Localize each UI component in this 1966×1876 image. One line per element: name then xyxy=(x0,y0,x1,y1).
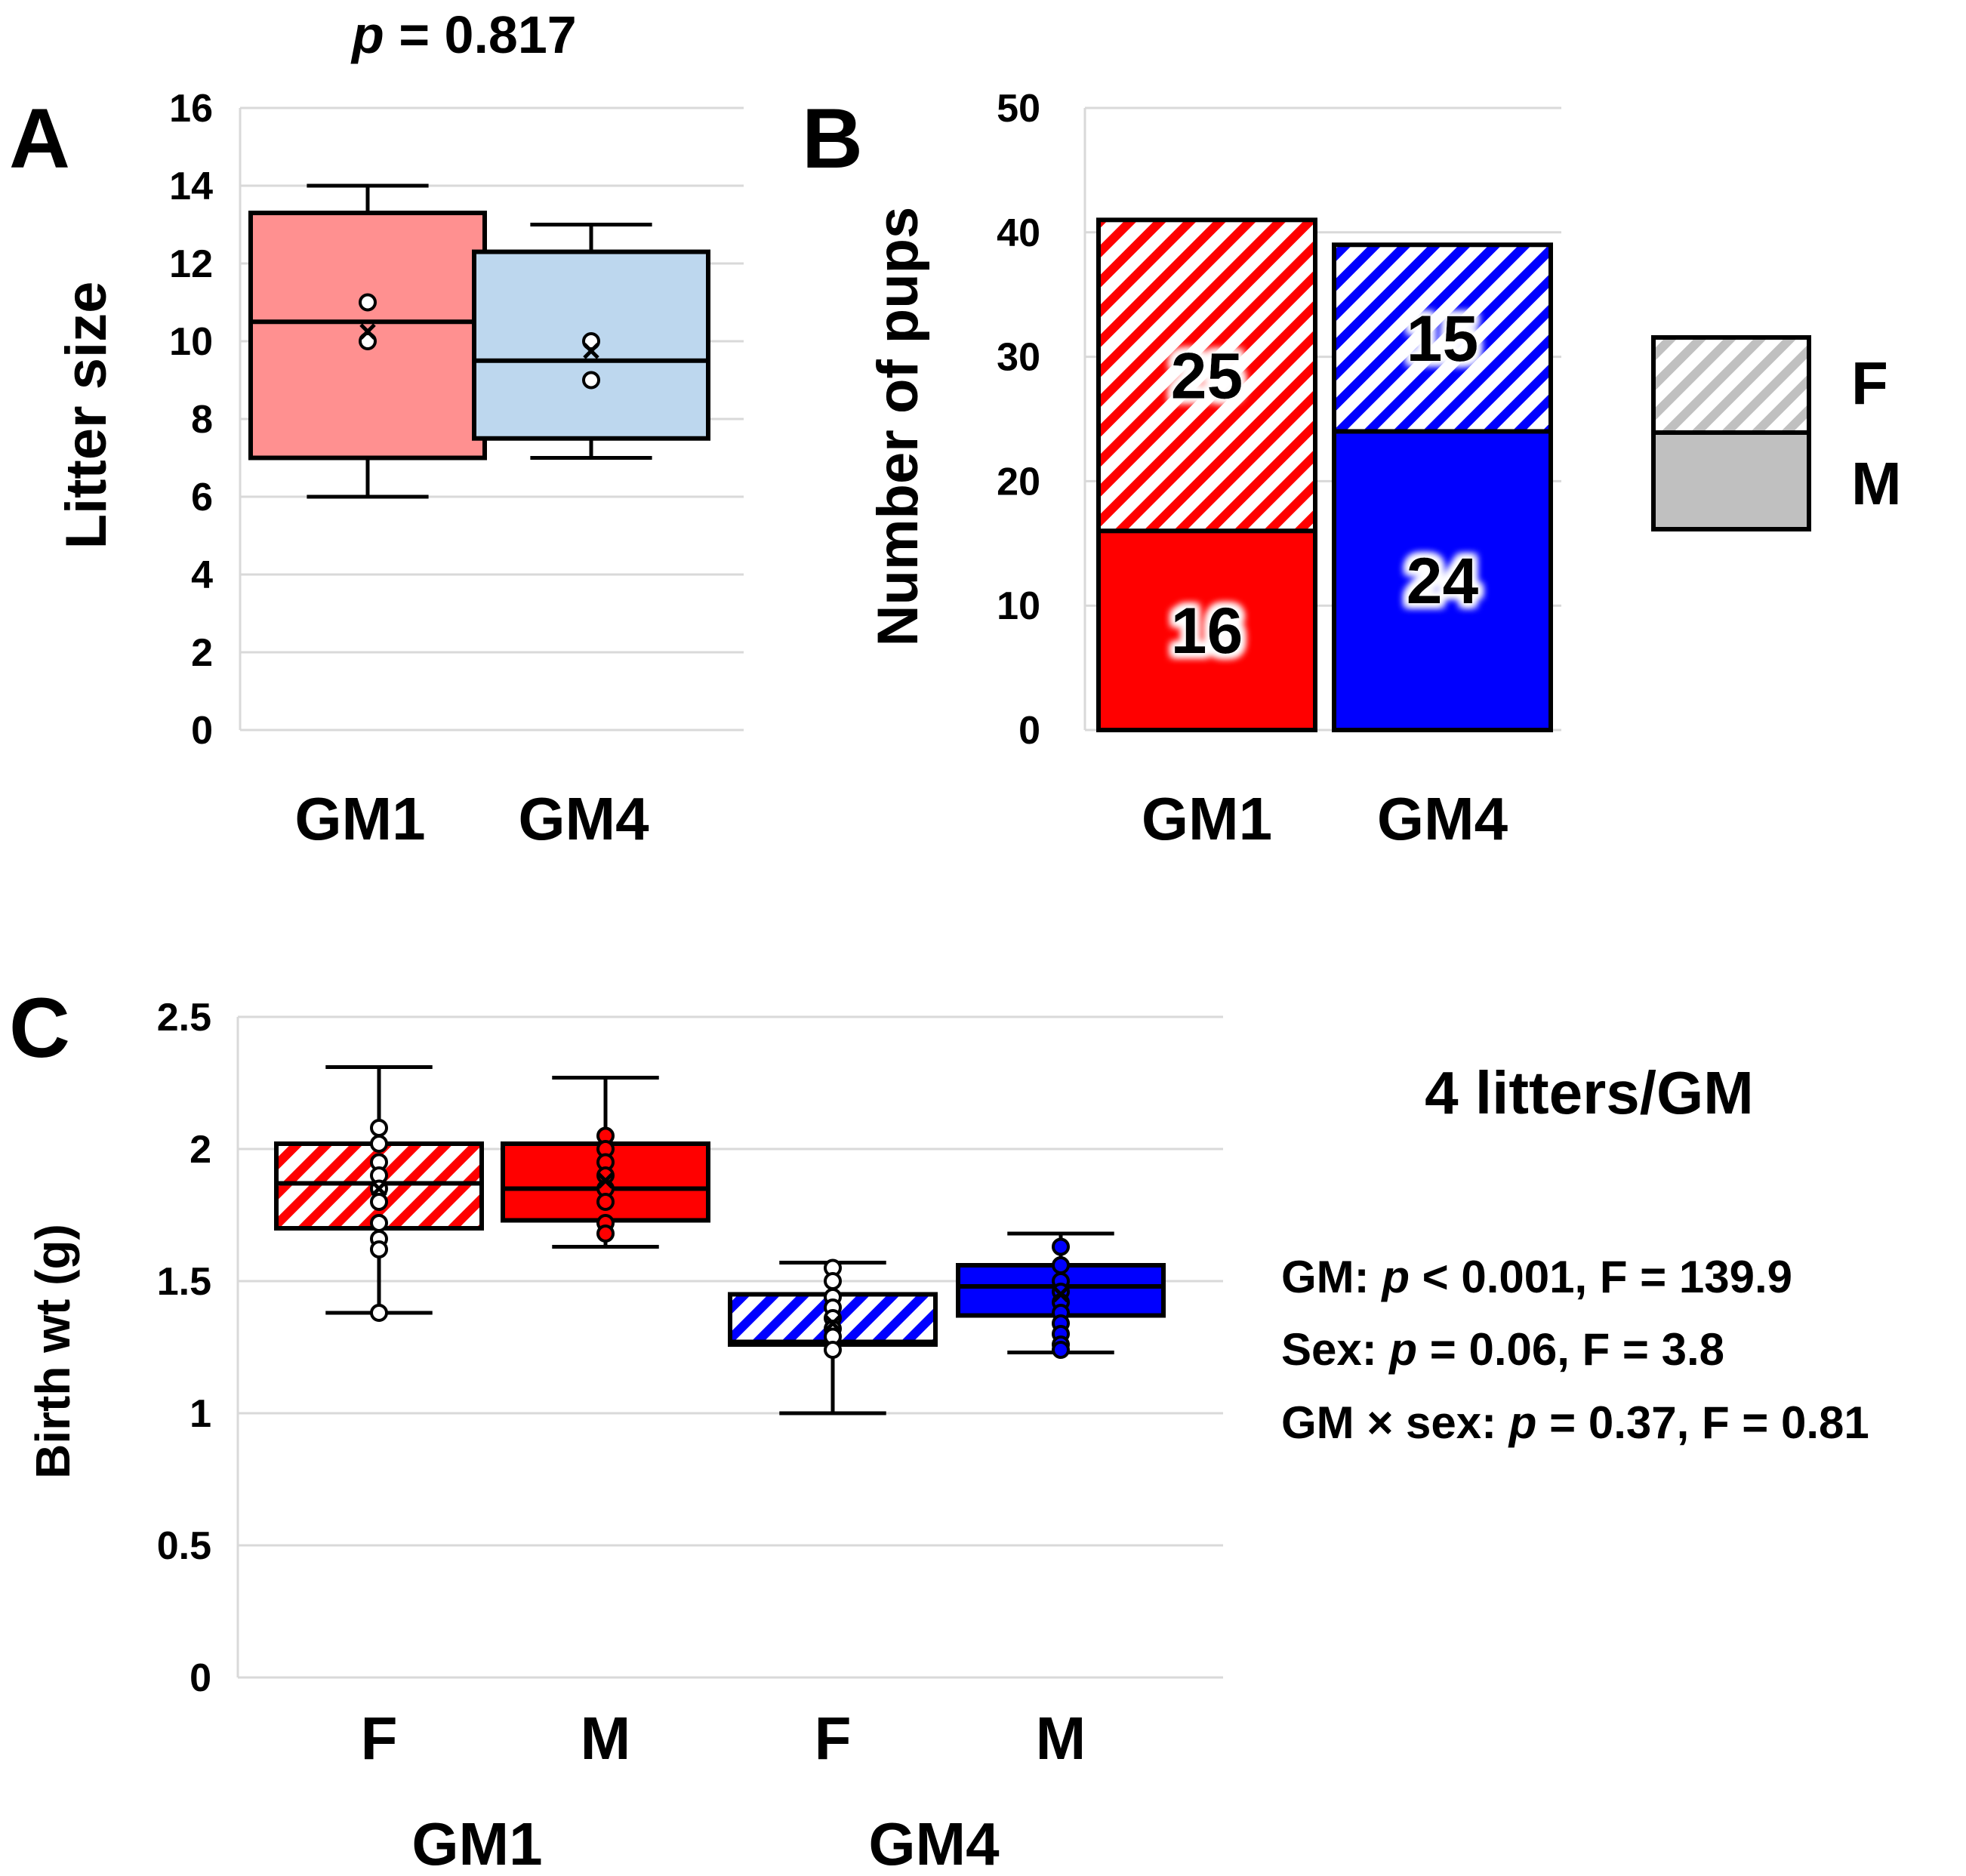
panel-a-y-tick-label: 8 xyxy=(191,398,213,442)
panel-b-y-tick-label: 50 xyxy=(997,87,1040,131)
panel-c-gm4-f-data-point xyxy=(824,1341,842,1359)
panel-c-note: 4 litters/GM xyxy=(1425,1059,1754,1126)
panel-c-birth-weight: C Birth wt (g) 0 0.5 1 1.5 2 2.5 F M F M GM1 GM4 4… xyxy=(9,981,1869,1876)
panel-c-y-tick-label: 1 xyxy=(190,1392,211,1436)
panel-c-gm1-m-mean-marker xyxy=(597,1172,614,1189)
panel-c-gm1-m-data-point xyxy=(596,1224,615,1243)
panel-b-y-tick-label: 10 xyxy=(997,584,1040,628)
panel-a-y-axis-label: Litter size xyxy=(54,282,119,550)
panel-c-stat-line: GM: p < 0.001, F = 139.9 xyxy=(1281,1252,1792,1302)
panel-c-gm1-f-mean-marker xyxy=(371,1180,387,1197)
panel-a-y-tick-label: 6 xyxy=(191,476,213,519)
panel-a-y-tick-label: 16 xyxy=(169,87,213,131)
panel-c-group-label: GM4 xyxy=(868,1810,1000,1876)
panel-a-gm4-data-point xyxy=(582,371,600,390)
panel-b-bar-gm4-m-label: 24 xyxy=(1407,545,1479,618)
panel-c-gridlines xyxy=(236,1015,1223,1679)
panel-c-stat-line: Sex: p = 0.06, F = 3.8 xyxy=(1281,1324,1724,1375)
panel-a-y-tick-label: 4 xyxy=(191,553,213,597)
panel-b-x-label: GM1 xyxy=(1142,785,1272,852)
panel-b-y-tick-label: 40 xyxy=(997,211,1040,255)
panel-b-y-tick-label: 0 xyxy=(1018,709,1040,753)
panel-b-bar-gm4-m xyxy=(1332,429,1553,732)
panel-b-y-axis-label: Number of pups xyxy=(866,207,930,647)
panel-b-bars: 25 16 15 24 xyxy=(1096,217,1553,732)
legend-swatch-f xyxy=(1651,335,1811,435)
panel-a-gm1-data-point xyxy=(359,293,377,312)
panel-a-x-label: GM4 xyxy=(518,785,649,852)
panel-b-legend: F M xyxy=(1651,335,1902,531)
panel-c-y-axis-label: Birth wt (g) xyxy=(26,1224,80,1479)
panel-c-x-labels: F M F M GM1 GM4 xyxy=(361,1705,1086,1876)
panel-c-y-ticks: 0 0.5 1 1.5 2 2.5 xyxy=(157,996,211,1700)
panel-c-gm1-f-data-point xyxy=(370,1119,388,1137)
panel-b-bar-gm4-f-label: 15 xyxy=(1407,303,1479,375)
panel-b-bar-gm1-f xyxy=(1096,217,1317,534)
panel-a-litter-size: A p = 0.817 Litter size 0 2 4 6 8 10 12 14 16 GM… xyxy=(9,5,744,852)
legend-swatch-m xyxy=(1651,430,1811,531)
panel-a-y-tick-label: 0 xyxy=(191,709,213,753)
panel-c-gm4-f-mean-marker xyxy=(824,1315,841,1332)
panel-b-y-ticks: 0 10 20 30 40 50 xyxy=(997,87,1040,753)
panel-a-y-ticks: 0 2 4 6 8 10 12 14 16 xyxy=(169,87,213,753)
panel-c-stat-line: GM × sex: p = 0.37, F = 0.81 xyxy=(1281,1397,1869,1448)
panel-c-y-tick-label: 0.5 xyxy=(157,1524,211,1568)
panel-a-gm4-mean-marker xyxy=(583,343,599,359)
panel-b-bar-gm1-f-label: 25 xyxy=(1171,340,1243,412)
panel-b-y-tick-label: 20 xyxy=(997,460,1040,504)
panel-c-y-tick-label: 2 xyxy=(190,1128,211,1172)
panel-a-y-tick-label: 14 xyxy=(169,165,213,208)
panel-b-bar-gm1-m xyxy=(1096,528,1317,732)
panel-c-letter: C xyxy=(9,981,70,1075)
panel-c-stats: GM: p < 0.001, F = 139.9 Sex: p = 0.06, F… xyxy=(1281,1252,1869,1448)
panel-c-gm1-f-data-point xyxy=(370,1135,388,1153)
panel-b-bar-gm4-f xyxy=(1332,242,1553,434)
panel-c-gm1-m-data-point xyxy=(596,1193,615,1211)
panel-b-x-labels: GM1 GM4 xyxy=(1142,785,1508,852)
panel-a-y-tick-label: 12 xyxy=(169,242,213,286)
panel-c-boxes xyxy=(274,1065,1166,1415)
panel-c-y-tick-label: 1.5 xyxy=(157,1260,211,1304)
panel-c-gm4-m-mean-marker xyxy=(1052,1286,1069,1303)
panel-b-x-label: GM4 xyxy=(1377,785,1508,852)
panel-a-p-value: p = 0.817 xyxy=(350,5,577,64)
panel-c-y-tick-label: 2.5 xyxy=(157,996,211,1040)
panel-c-x-label: M xyxy=(1036,1705,1086,1772)
panel-a-gm1-mean-marker xyxy=(359,323,376,340)
panel-b-y-tick-label: 30 xyxy=(997,336,1040,380)
panel-a-x-label: GM1 xyxy=(294,785,425,852)
panel-c-x-label: F xyxy=(361,1705,398,1772)
panel-a-y-tick-label: 10 xyxy=(169,320,213,364)
panel-c-gm4-m-data-point xyxy=(1052,1256,1070,1274)
panel-c-x-label: F xyxy=(815,1705,852,1772)
panel-a-y-tick-label: 2 xyxy=(191,631,213,675)
panel-c-gm1-f-data-point xyxy=(370,1240,388,1258)
panel-c-x-label: M xyxy=(581,1705,631,1772)
legend-label-f: F xyxy=(1851,350,1888,417)
panel-c-group-label: GM1 xyxy=(411,1810,542,1876)
panel-c-gm4-m-data-point xyxy=(1052,1237,1070,1256)
panel-c-gm1-f-data-point xyxy=(370,1193,388,1211)
panel-a-boxes xyxy=(248,183,710,499)
panel-a-x-labels: GM1 GM4 xyxy=(294,785,649,852)
panel-c-y-tick-label: 0 xyxy=(190,1656,211,1700)
panel-b-bar-gm1-m-label: 16 xyxy=(1171,595,1243,667)
panel-c-gm1-f-data-point xyxy=(370,1304,388,1322)
panel-c-gm1-f-data-point xyxy=(370,1214,388,1232)
panel-c-gm4-f-data-point xyxy=(824,1272,842,1290)
panel-b-number-of-pups: B Number of pups 0 10 20 30 40 50 25 16 15 24 GM… xyxy=(802,87,1902,852)
panel-b-letter: B xyxy=(802,91,863,186)
panel-c-gm4-m-data-point xyxy=(1052,1341,1070,1359)
legend-label-m: M xyxy=(1851,450,1902,517)
panel-a-letter: A xyxy=(9,91,70,186)
